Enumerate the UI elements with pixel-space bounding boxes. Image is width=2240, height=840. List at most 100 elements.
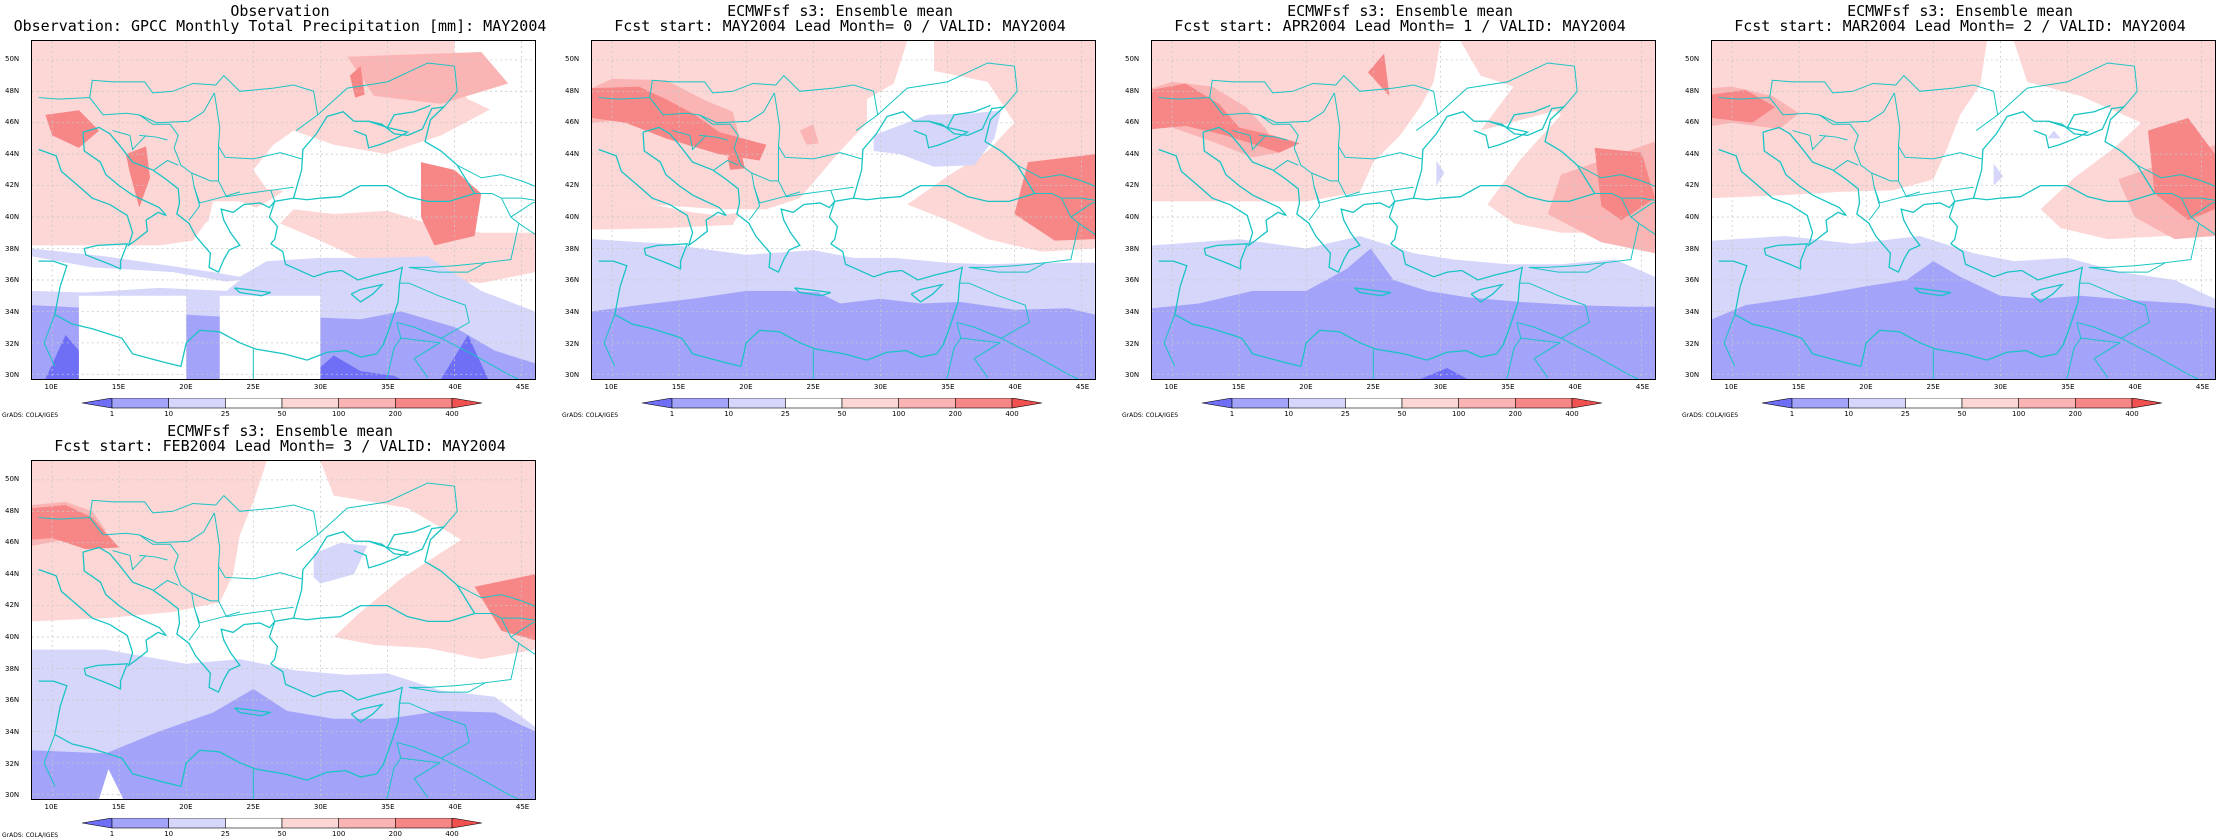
lat-tick-label: 36N — [5, 276, 20, 285]
lat-tick-label: 30N — [1685, 371, 1700, 380]
country-border — [1792, 130, 1827, 151]
precip-contour — [280, 209, 535, 284]
coastline — [38, 663, 404, 788]
lat-tick-label: 38N — [1125, 244, 1140, 253]
coastline — [1718, 243, 2084, 368]
lat-tick-label: 36N — [565, 276, 580, 285]
grads-credit: GrADS: COLA/IGES — [1682, 412, 1739, 419]
country-border — [1873, 187, 1921, 204]
coastline — [82, 126, 475, 274]
lon-tick-label: 15E — [111, 383, 126, 391]
country-borders — [38, 482, 535, 799]
lat-tick-label: 36N — [1125, 276, 1140, 285]
coastline — [910, 283, 945, 303]
coastline — [794, 287, 831, 297]
colorbar-label: 25 — [220, 830, 230, 838]
lat-tick-label: 40N — [5, 633, 20, 642]
colorbar — [82, 398, 482, 409]
colorbar-label: 50 — [277, 830, 287, 838]
country-border — [2088, 262, 2166, 273]
lon-tick-label: 45E — [1075, 383, 1090, 391]
country-border — [396, 702, 470, 759]
lat-tick-label: 44N — [1125, 149, 1140, 158]
country-borders — [598, 62, 1095, 379]
precip-contour — [219, 295, 321, 379]
coastline — [598, 243, 964, 368]
coastline — [38, 552, 167, 668]
country-border — [1273, 159, 1299, 171]
lon-tick-label: 15E — [671, 383, 686, 391]
lon-tick-label: 40E — [1008, 383, 1022, 391]
lon-tick-label: 15E — [1791, 383, 1806, 391]
colorbar-segment — [642, 398, 673, 409]
lon-tick-label: 40E — [448, 803, 462, 811]
country-border — [474, 613, 535, 621]
lat-tick-label: 50N — [565, 54, 580, 63]
country-border — [270, 610, 276, 622]
lat-tick-label: 46N — [1125, 118, 1140, 127]
colorbar-label: 1 — [109, 410, 115, 418]
precip-contour — [1712, 41, 1988, 199]
colorbar-label: 50 — [837, 410, 847, 418]
country-border — [440, 757, 520, 799]
coastline — [1914, 287, 1951, 297]
colorbar-segment — [1011, 398, 1042, 409]
country-border — [2198, 222, 2215, 235]
country-border — [408, 262, 486, 273]
coastline — [2030, 283, 2065, 303]
colorbar-segment — [1231, 398, 1289, 409]
country-border — [1337, 146, 1414, 198]
country-border — [408, 617, 520, 688]
lon-tick-label: 45E — [1635, 383, 1650, 391]
coastline — [828, 201, 839, 245]
country-borders — [1718, 62, 2215, 379]
panel-title: ECMWFsf s3: Ensemble mean — [727, 2, 953, 20]
colorbar-label: 10 — [164, 830, 174, 838]
coastline — [1473, 120, 1530, 149]
lat-tick-label: 50N — [1125, 54, 1140, 63]
colorbar-segment — [728, 398, 786, 409]
country-border — [518, 642, 535, 655]
lat-tick-label: 34N — [1685, 308, 1700, 316]
colorbar-segment — [1202, 398, 1233, 409]
precip-contour — [32, 461, 267, 622]
colorbar-label: 100 — [2011, 410, 2026, 418]
country-border — [649, 74, 879, 131]
colorbar-segment — [1345, 398, 1403, 409]
lon-tick-label: 30E — [1993, 383, 2008, 391]
coastlines — [38, 104, 476, 368]
lon-tick-label: 35E — [381, 383, 395, 391]
coastline — [1506, 104, 1551, 128]
lat-tick-label: 30N — [1125, 371, 1140, 380]
country-borders — [1158, 62, 1655, 379]
colorbar-label: 25 — [1900, 410, 1910, 418]
colorbar-segment — [841, 398, 899, 409]
panel-subtitle: Fcst start: FEB2004 Lead Month= 3 / VALI… — [54, 437, 506, 455]
lat-tick-label: 40N — [1685, 213, 1700, 222]
colorbar-segment — [1791, 398, 1849, 409]
colorbar-segment — [168, 398, 226, 409]
lat-tick-label: 44N — [1685, 149, 1700, 158]
country-border — [1528, 197, 1640, 268]
precip-contour — [32, 256, 240, 293]
map-frame — [591, 40, 1096, 380]
country-border — [1311, 172, 1339, 182]
colorbar-segment — [1288, 398, 1346, 409]
colorbar-label: 50 — [1397, 410, 1407, 418]
precip-contour — [1436, 160, 1445, 186]
country-border — [43, 734, 56, 787]
lon-tick-label: 40E — [2128, 383, 2142, 391]
colorbar-segment — [1401, 398, 1459, 409]
precip-contour — [2147, 118, 2215, 221]
coastline — [1203, 243, 1249, 270]
lon-tick-label: 30E — [313, 803, 328, 811]
precip-contour — [307, 355, 401, 379]
colorbar-segment — [955, 398, 1013, 409]
lon-tick-label: 40E — [448, 383, 462, 391]
grads-credit: GrADS: COLA/IGES — [2, 412, 59, 419]
colorbar-segment — [1571, 398, 1602, 409]
lon-tick-label: 35E — [2061, 383, 2075, 391]
grads-credit: GrADS: COLA/IGES — [2, 832, 59, 839]
country-border — [713, 159, 739, 171]
country-border — [699, 134, 728, 141]
